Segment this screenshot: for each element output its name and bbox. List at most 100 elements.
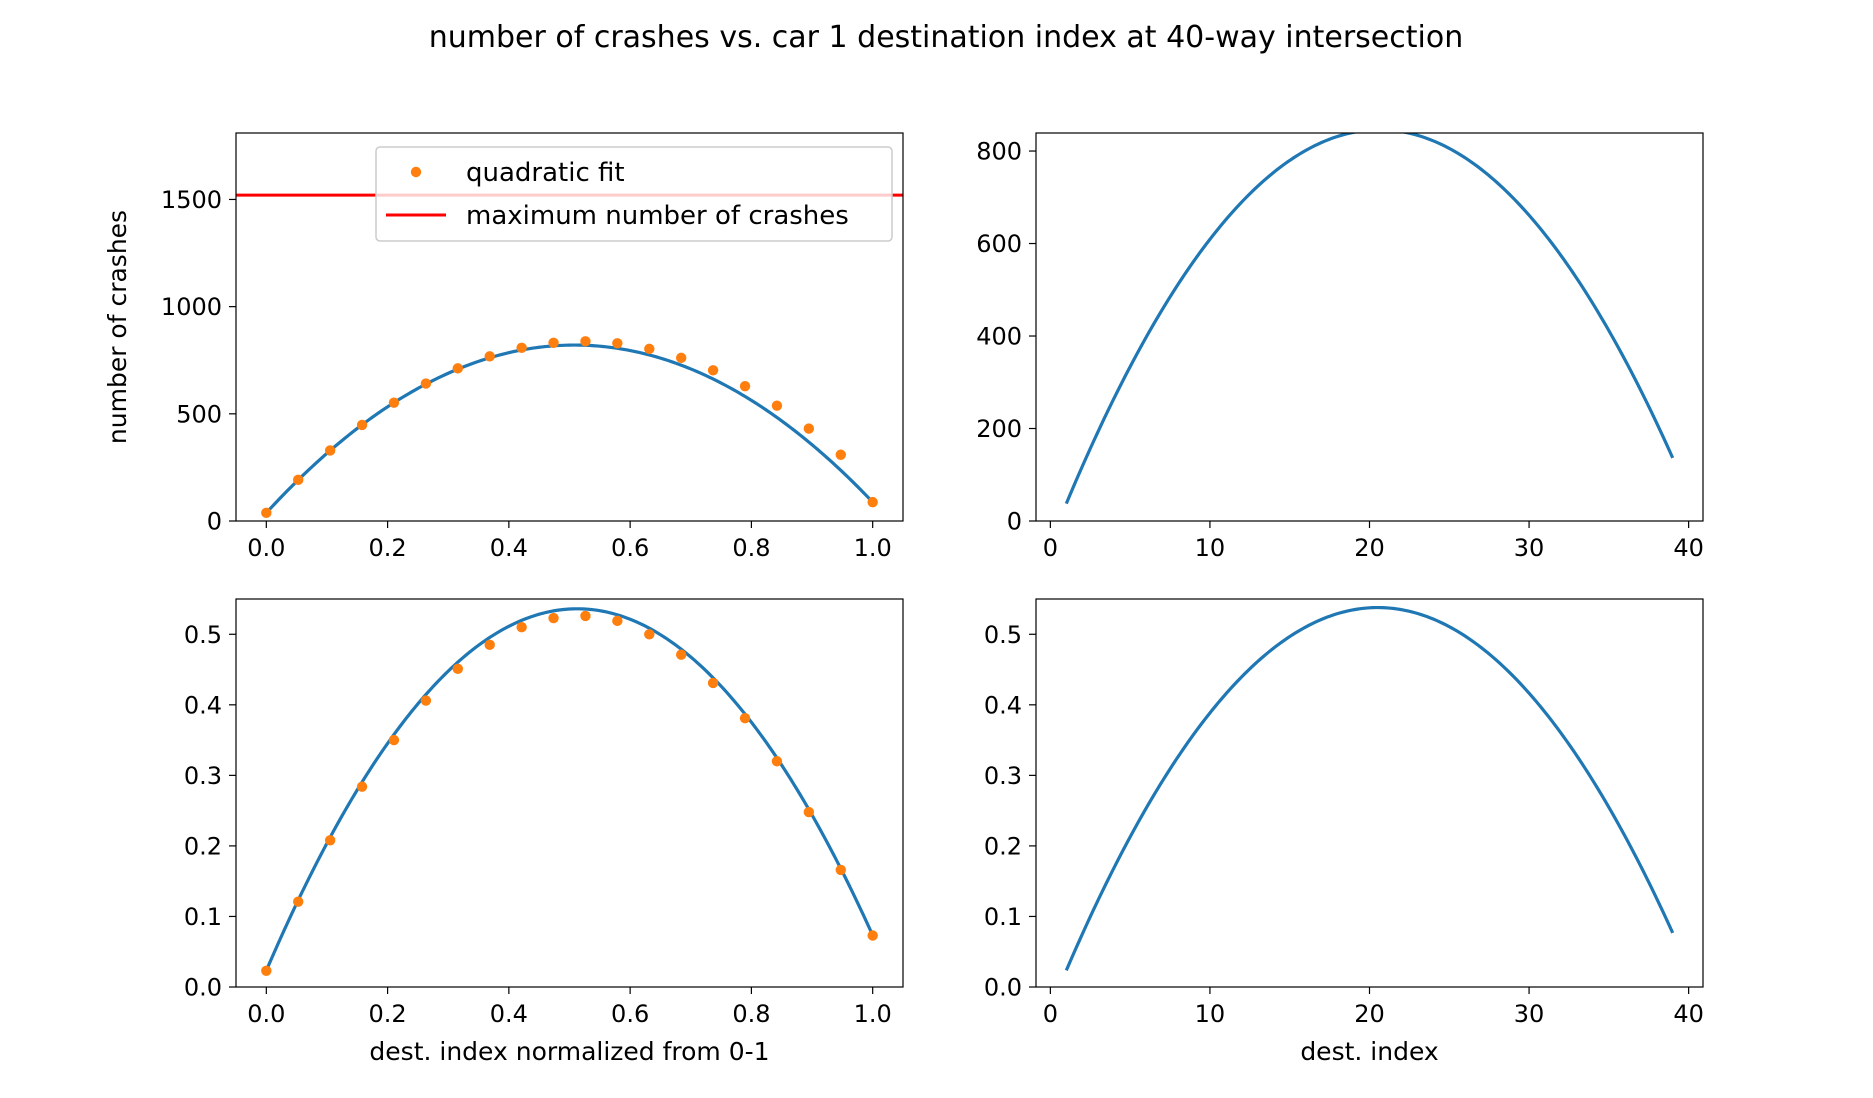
fit-point xyxy=(324,835,336,846)
y-tick-label: 0.4 xyxy=(984,691,1022,719)
subplot-bottom-right: 0 10 20 30 40 0.0 0.1 0.2 0.3 0.4 0.5 dest. index xyxy=(984,598,1704,1066)
x-tick-label: 0.2 xyxy=(369,534,407,562)
y-tick-label: 0.3 xyxy=(984,762,1022,790)
fit-point xyxy=(835,449,846,460)
fit-point xyxy=(612,615,623,627)
x-axis-label: dest. index normalized from 0-1 xyxy=(369,1037,769,1066)
y-tick-label: 0.3 xyxy=(184,762,222,790)
axes-frame xyxy=(235,598,904,988)
y-tick-label: 800 xyxy=(976,138,1022,166)
fit-point xyxy=(867,930,878,941)
fit-point xyxy=(739,713,751,724)
fit-point xyxy=(580,610,591,622)
x-tick-label: 20 xyxy=(1354,1000,1385,1028)
x-tick-label: 1.0 xyxy=(854,1000,892,1028)
fit-point xyxy=(356,781,368,792)
y-tick-label: 0.4 xyxy=(184,691,222,719)
y-tick-label: 0.2 xyxy=(184,832,222,860)
x-tick-label: 0.0 xyxy=(247,1000,285,1028)
y-tick-label: 0.1 xyxy=(984,903,1022,931)
fit-curve-line xyxy=(264,607,875,972)
x-tick-label: 0.6 xyxy=(611,534,649,562)
x-tick-label: 20 xyxy=(1354,534,1385,562)
x-tick-label: 0.4 xyxy=(490,534,528,562)
fit-point xyxy=(548,337,559,349)
legend-entry-label: maximum number of crashes xyxy=(466,201,849,231)
x-tick-label: 0.8 xyxy=(732,1000,770,1028)
fit-point xyxy=(675,649,687,660)
figure-title: number of crashes vs. car 1 destination … xyxy=(429,20,1463,55)
y-tick-label: 0 xyxy=(1007,508,1022,536)
fit-point xyxy=(388,397,400,408)
fit-point xyxy=(388,734,400,746)
fit-point xyxy=(420,378,432,389)
x-tick-label: 0 xyxy=(1043,534,1058,562)
x-tick-label: 40 xyxy=(1673,1000,1704,1028)
y-tick-label: 600 xyxy=(976,230,1022,258)
fit-point xyxy=(644,343,655,355)
fit-curve-line xyxy=(1064,605,1675,972)
axes-frame xyxy=(1035,598,1704,988)
x-tick-label: 0.4 xyxy=(490,1000,528,1028)
fit-point xyxy=(707,677,719,689)
y-axis-label: number of crashes xyxy=(103,210,132,444)
x-tick-label: 1.0 xyxy=(854,534,892,562)
y-tick-label: 0.2 xyxy=(984,832,1022,860)
fit-point xyxy=(867,496,878,508)
fit-point xyxy=(771,400,783,411)
fit-point xyxy=(803,806,815,818)
fit-point xyxy=(707,365,719,376)
legend: quadratic fit maximum number of crashes xyxy=(375,146,893,242)
x-tick-label: 30 xyxy=(1514,534,1545,562)
fit-point xyxy=(739,380,751,392)
y-tick-label: 200 xyxy=(976,415,1022,443)
fit-point xyxy=(324,445,336,456)
x-tick-label: 0.8 xyxy=(732,534,770,562)
y-tick-label: 1500 xyxy=(161,186,222,214)
subplot-bottom-left: 0.0 0.2 0.4 0.6 0.8 1.0 0.0 0.1 0.2 0.3 0.4 0.5 dest… xyxy=(184,598,904,1066)
x-tick-label: 10 xyxy=(1195,534,1226,562)
x-tick-label: 40 xyxy=(1673,534,1704,562)
x-axis-label: dest. index xyxy=(1300,1037,1438,1066)
fit-point xyxy=(516,622,527,633)
fit-point xyxy=(484,351,495,362)
x-tick-label: 0 xyxy=(1043,1000,1058,1028)
fit-point xyxy=(803,423,815,434)
fit-point xyxy=(484,639,495,651)
fit-curve-line xyxy=(1064,133,1675,505)
y-tick-label: 400 xyxy=(976,323,1022,351)
x-tick-label: 0.0 xyxy=(247,534,285,562)
fit-point xyxy=(580,336,591,347)
y-tick-label: 1000 xyxy=(161,293,222,321)
x-tick-label: 0.2 xyxy=(369,1000,407,1028)
x-tick-label: 0.6 xyxy=(611,1000,649,1028)
axes-frame xyxy=(1035,132,1704,522)
y-tick-label: 0.5 xyxy=(184,621,222,649)
fit-point xyxy=(771,756,783,767)
fit-point xyxy=(356,419,368,431)
fit-point xyxy=(261,965,272,976)
fit-point xyxy=(452,363,464,374)
fit-point xyxy=(644,629,655,640)
fit-point xyxy=(675,352,687,364)
y-tick-label: 0.0 xyxy=(984,974,1022,1002)
fit-point xyxy=(452,663,464,675)
x-tick-label: 30 xyxy=(1514,1000,1545,1028)
fit-curve-line xyxy=(265,343,874,514)
fit-point xyxy=(293,474,304,486)
fit-point xyxy=(612,338,623,349)
legend-entry-label: quadratic fit xyxy=(466,158,625,188)
fit-point xyxy=(261,507,272,519)
subplot-top-left: 0.0 0.2 0.4 0.6 0.8 1.0 0 500 1000 1500 number of … xyxy=(103,132,904,562)
axes-frame xyxy=(235,132,904,522)
y-tick-label: 0.0 xyxy=(184,974,222,1002)
fit-point xyxy=(835,864,846,876)
y-tick-label: 0.5 xyxy=(984,621,1022,649)
legend-box xyxy=(375,146,893,242)
fit-point xyxy=(420,695,432,706)
x-tick-label: 10 xyxy=(1195,1000,1226,1028)
fit-point xyxy=(516,342,527,353)
y-tick-label: 500 xyxy=(176,400,222,428)
